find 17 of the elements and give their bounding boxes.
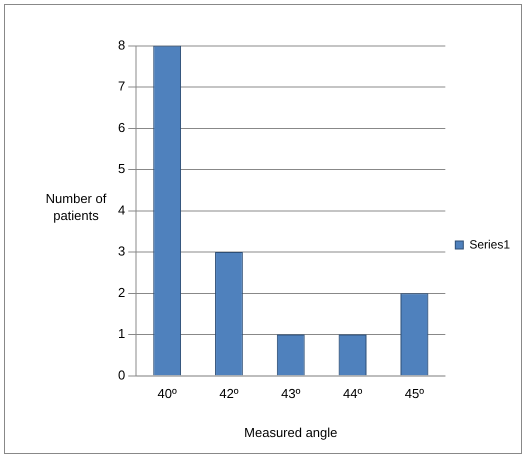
y-tick-label: 3 bbox=[118, 244, 126, 259]
y-axis-title: Number of patients bbox=[46, 191, 106, 223]
x-axis-title: Measured angle bbox=[244, 424, 338, 440]
y-tick-label: 8 bbox=[118, 37, 126, 52]
y-tick-label: 2 bbox=[118, 284, 126, 300]
y-tick-label: 1 bbox=[118, 326, 126, 342]
legend-label: Series1 bbox=[469, 237, 510, 252]
x-tick-label: 42º bbox=[219, 386, 239, 402]
x-tick-label: 40º bbox=[158, 386, 177, 402]
y-tick-label: 5 bbox=[118, 161, 126, 176]
y-tick-label: 0 bbox=[118, 367, 126, 382]
x-tick-label: 45º bbox=[404, 386, 424, 402]
x-tick-label: 43º bbox=[281, 386, 301, 402]
y-tick-label: 4 bbox=[118, 202, 126, 218]
y-tick-label: 6 bbox=[118, 120, 126, 135]
x-tick-label: 44º bbox=[342, 386, 362, 402]
y-tick-label: 7 bbox=[118, 78, 126, 94]
